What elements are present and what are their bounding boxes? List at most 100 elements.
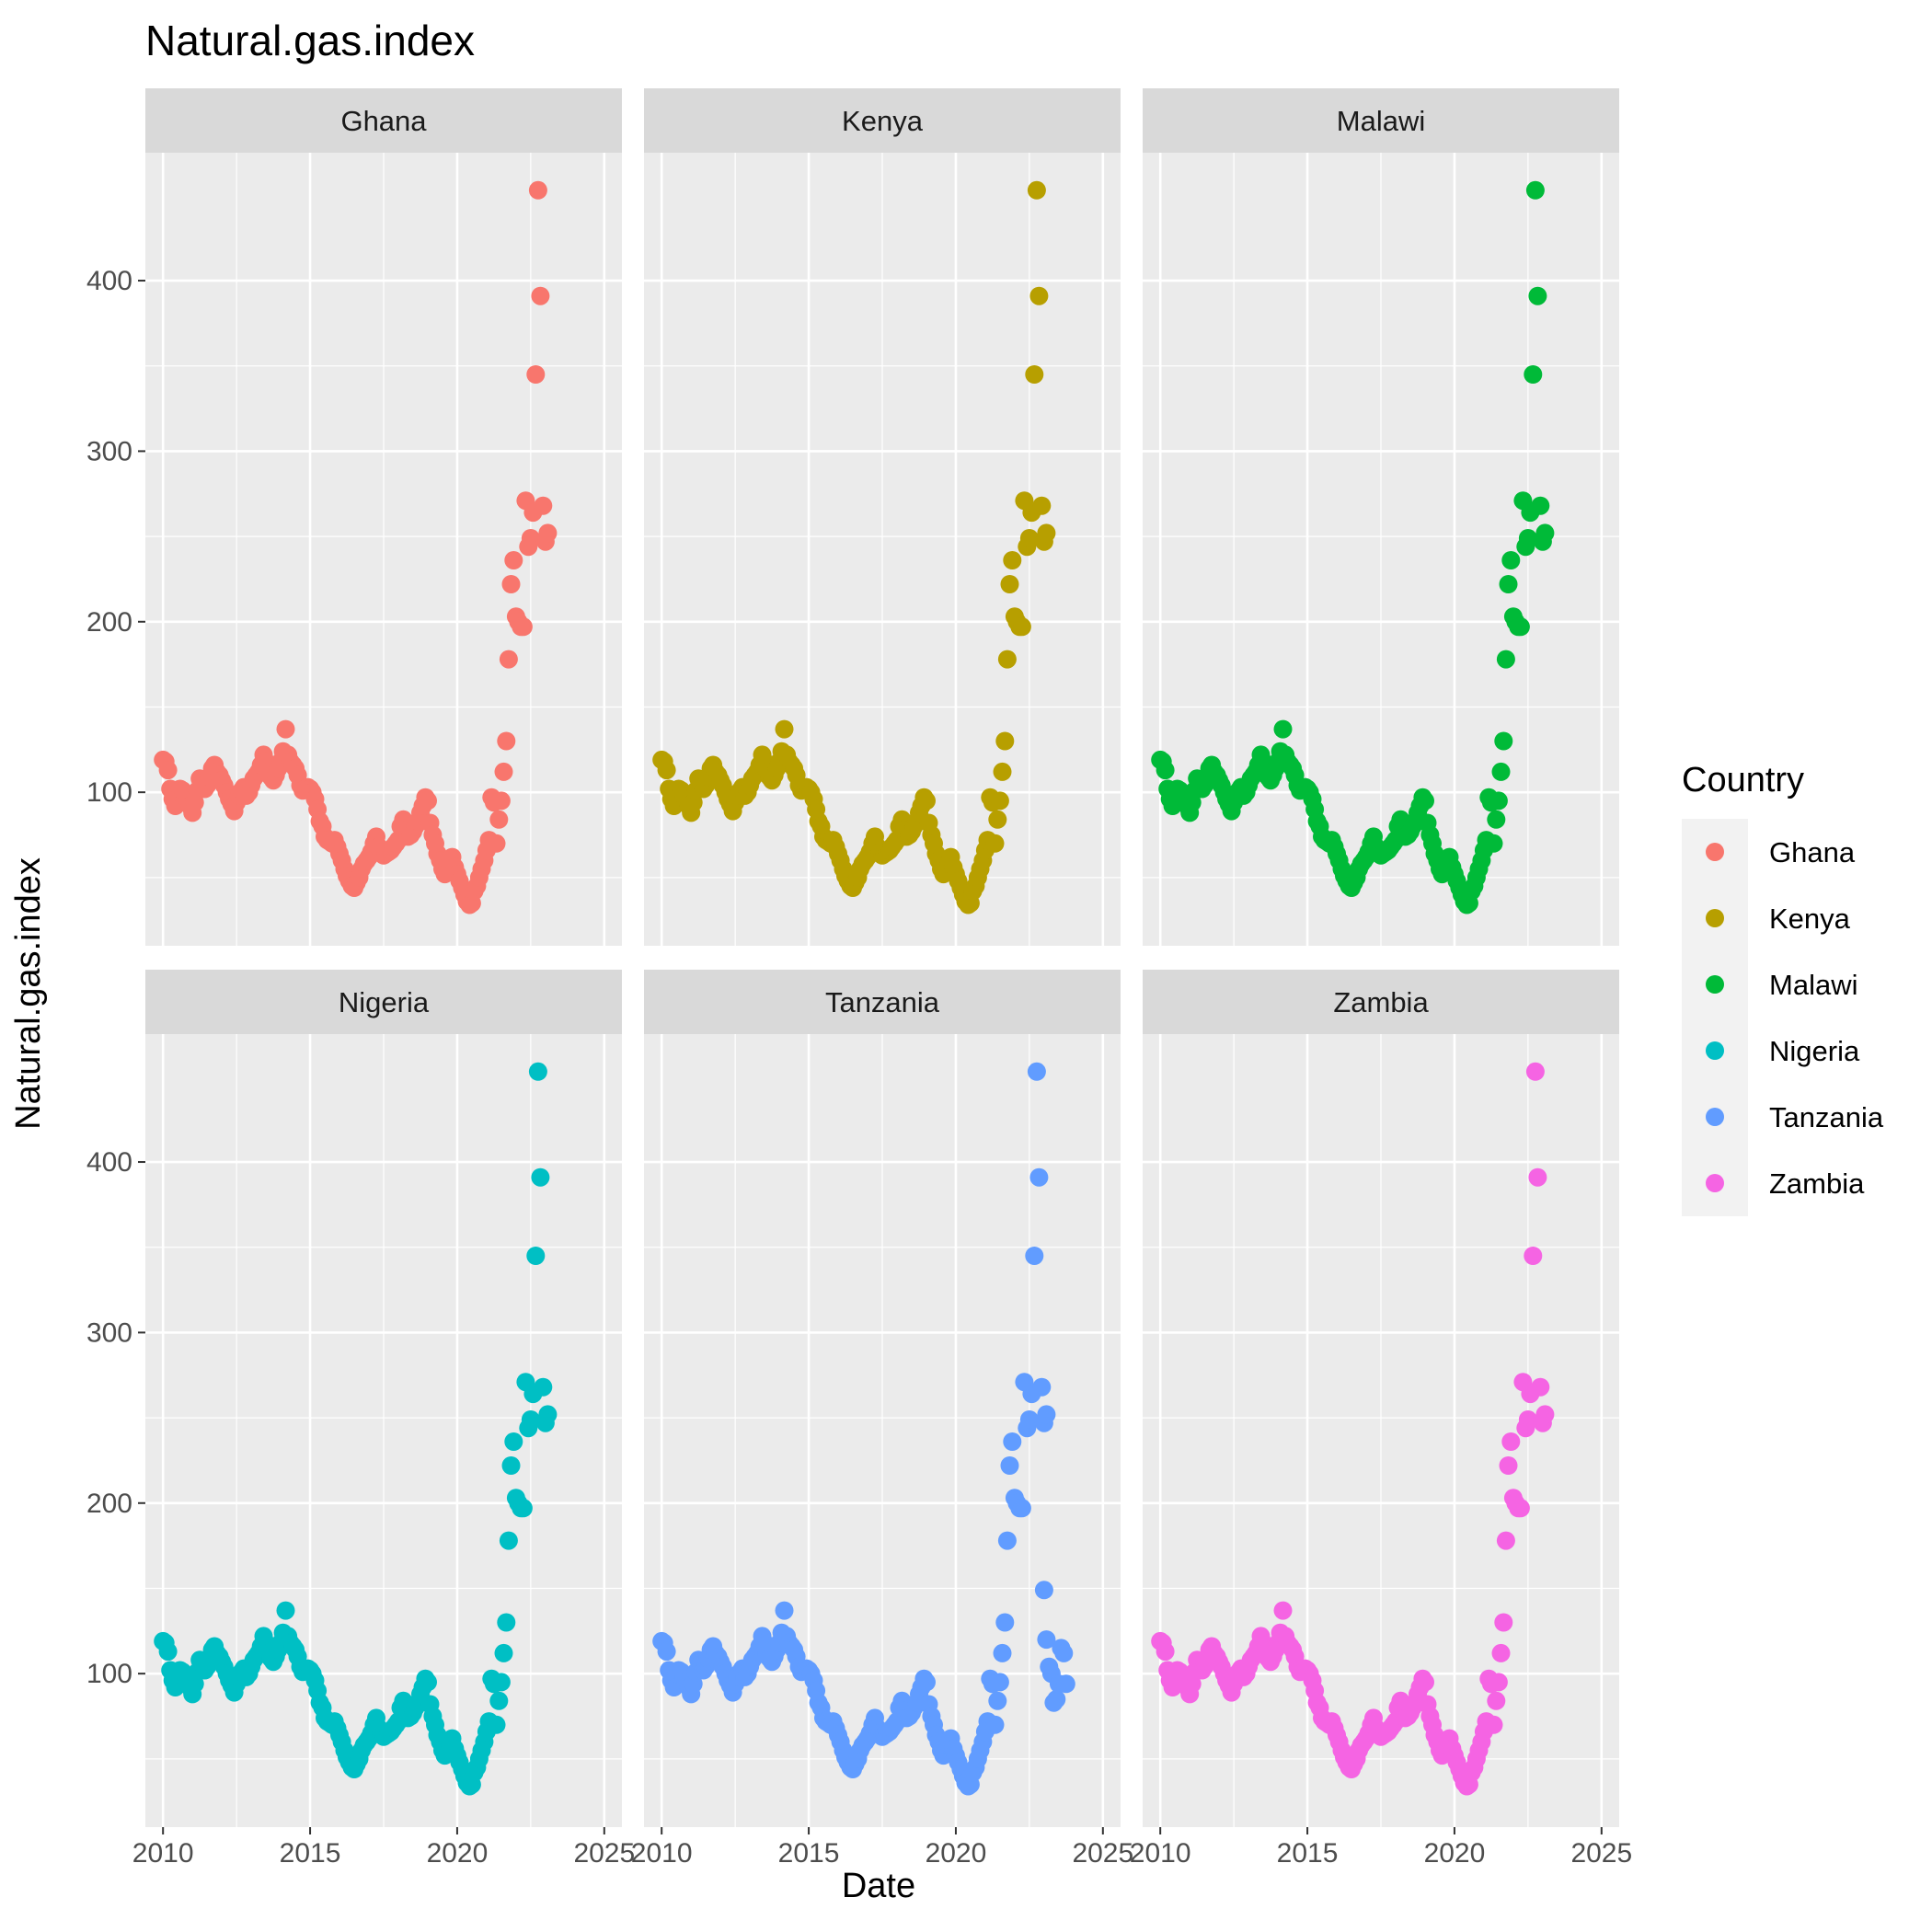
data-point-ghana xyxy=(513,617,533,637)
data-point-tanzania xyxy=(1019,1410,1039,1429)
x-tick-label: 2020 xyxy=(427,1838,489,1869)
facet-malawi: Malawi xyxy=(1143,88,1619,946)
data-point-malawi xyxy=(1525,180,1545,200)
x-tick-label: 2010 xyxy=(1130,1838,1191,1869)
data-point-nigeria xyxy=(521,1410,540,1429)
data-point-nigeria xyxy=(499,1531,518,1550)
data-point-nigeria xyxy=(276,1601,295,1620)
data-point-tanzania xyxy=(1034,1581,1053,1600)
legend-label: Ghana xyxy=(1769,836,1856,868)
y-tick-label: 100 xyxy=(86,1659,132,1689)
data-point-zambia xyxy=(1528,1167,1547,1187)
facet-strip-label: Zambia xyxy=(1333,986,1429,1018)
facet-strip-label: Malawi xyxy=(1337,105,1425,137)
data-point-nigeria xyxy=(538,1405,558,1424)
facet-strip-label: Nigeria xyxy=(339,986,430,1018)
data-point-malawi xyxy=(1416,791,1434,811)
data-point-tanzania xyxy=(1032,1377,1052,1397)
y-tick-label: 200 xyxy=(86,1489,132,1519)
data-point-zambia xyxy=(1535,1405,1555,1424)
data-point-nigeria xyxy=(534,1377,553,1397)
data-point-tanzania xyxy=(775,1601,794,1620)
data-point-kenya xyxy=(995,731,1015,751)
data-point-nigeria xyxy=(504,1432,523,1451)
data-point-tanzania xyxy=(1003,1432,1022,1451)
legend-key-tanzania xyxy=(1706,1108,1724,1126)
chart-title: Natural.gas.index xyxy=(145,17,475,64)
data-point-kenya xyxy=(1032,496,1052,515)
data-point-tanzania xyxy=(1029,1167,1049,1187)
data-point-zambia xyxy=(1525,1062,1545,1081)
data-point-ghana xyxy=(538,523,558,543)
x-tick-label: 2010 xyxy=(631,1838,693,1869)
legend-label: Zambia xyxy=(1769,1167,1865,1200)
x-tick-label: 2020 xyxy=(1424,1838,1486,1869)
y-tick-label: 300 xyxy=(86,1317,132,1348)
data-point-nigeria xyxy=(487,1715,506,1734)
data-point-tanzania xyxy=(990,1673,1009,1692)
data-point-ghana xyxy=(491,791,511,811)
x-tick-label: 2015 xyxy=(280,1838,341,1869)
data-point-kenya xyxy=(1027,180,1046,200)
x-tick-label: 2015 xyxy=(1277,1838,1339,1869)
legend-label: Kenya xyxy=(1769,903,1851,935)
facet-panels: Ghana 100 200 300 400 Kenya Malawi Nigeria 100 20… xyxy=(86,88,1632,1869)
x-tick-label: 2015 xyxy=(778,1838,840,1869)
y-tick-label: 400 xyxy=(86,1147,132,1178)
data-point-nigeria xyxy=(158,1642,178,1662)
facet-strip xyxy=(145,88,622,153)
data-point-malawi xyxy=(1484,834,1503,853)
x-tick-label: 2020 xyxy=(926,1838,987,1869)
data-point-nigeria xyxy=(491,1673,511,1692)
data-point-malawi xyxy=(1511,617,1530,637)
data-point-malawi xyxy=(1524,365,1543,384)
legend-key-kenya xyxy=(1706,909,1724,927)
y-tick-label: 100 xyxy=(86,777,132,808)
data-point-nigeria xyxy=(419,1673,437,1692)
data-point-tanzania xyxy=(1056,1674,1075,1694)
data-point-malawi xyxy=(1535,523,1555,543)
data-point-malawi xyxy=(1501,551,1521,569)
data-point-tanzania xyxy=(1025,1247,1044,1265)
data-point-kenya xyxy=(993,762,1012,781)
y-tick-label: 400 xyxy=(86,266,132,296)
data-point-ghana xyxy=(528,180,547,200)
data-point-nigeria xyxy=(494,1643,513,1662)
data-point-nigeria xyxy=(528,1062,547,1081)
facet-strip xyxy=(1143,970,1619,1034)
data-point-ghana xyxy=(158,761,178,780)
data-point-kenya xyxy=(1037,523,1056,543)
facet-strip xyxy=(145,970,622,1034)
data-point-ghana xyxy=(521,529,540,547)
data-point-nigeria xyxy=(531,1167,550,1187)
data-point-ghana xyxy=(494,762,513,781)
data-point-tanzania xyxy=(1047,1690,1066,1708)
data-point-zambia xyxy=(1491,1643,1511,1662)
data-point-kenya xyxy=(1000,575,1019,593)
data-point-nigeria xyxy=(513,1499,533,1518)
data-point-nigeria xyxy=(497,1613,516,1632)
data-point-malawi xyxy=(1531,496,1550,515)
data-point-zambia xyxy=(1524,1247,1543,1265)
data-point-malawi xyxy=(1487,810,1506,829)
facet-zambia: Zambia 2010 2015 2020 2025 xyxy=(1130,970,1632,1869)
facet-strip xyxy=(1143,88,1619,153)
x-tick-label: 2025 xyxy=(573,1838,635,1869)
data-point-malawi xyxy=(1489,791,1508,811)
data-point-zambia xyxy=(1501,1432,1521,1451)
data-point-kenya xyxy=(1025,365,1044,384)
data-point-kenya xyxy=(1019,529,1039,547)
data-point-tanzania xyxy=(1027,1062,1046,1081)
facet-strip xyxy=(644,970,1121,1034)
data-point-ghana xyxy=(526,365,546,384)
legend-key-nigeria xyxy=(1706,1041,1724,1060)
data-point-kenya xyxy=(990,791,1009,811)
data-point-malawi xyxy=(1499,575,1518,593)
data-point-tanzania xyxy=(993,1643,1012,1662)
data-point-zambia xyxy=(1496,1531,1515,1550)
data-point-ghana xyxy=(276,719,295,739)
data-point-tanzania xyxy=(1054,1643,1074,1662)
data-point-zambia xyxy=(1273,1601,1293,1620)
data-point-tanzania xyxy=(1037,1405,1056,1424)
data-point-zambia xyxy=(1511,1499,1530,1518)
